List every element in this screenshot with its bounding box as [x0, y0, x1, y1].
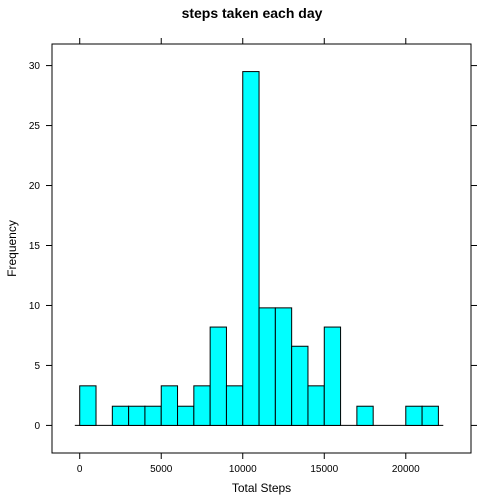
x-tick-label: 10000 — [229, 464, 257, 475]
y-tick-label: 5 — [34, 361, 40, 372]
histogram-bar — [258, 307, 276, 426]
plot-frame — [51, 43, 472, 454]
x-axis-label: Total Steps — [232, 481, 291, 495]
y-tick-label: 20 — [29, 181, 41, 192]
y-tick-label: 0 — [34, 421, 40, 432]
histogram-bar — [291, 345, 309, 426]
histogram-bar — [405, 405, 423, 426]
x-tick-label: 0 — [77, 464, 83, 475]
y-tick-label: 30 — [29, 61, 41, 72]
x-axis: 0 5000 10000 15000 20000 — [77, 38, 420, 475]
histogram-bar — [144, 405, 162, 426]
histogram-bar — [274, 307, 293, 426]
histogram-bar — [356, 405, 374, 426]
histogram-bar — [421, 405, 439, 426]
x-tick-label: 5000 — [150, 464, 173, 475]
x-tick-label: 20000 — [392, 464, 420, 475]
histogram-bar — [242, 71, 260, 426]
histogram-bar — [323, 326, 342, 426]
histogram-bar — [209, 326, 227, 426]
histogram-bar — [193, 385, 211, 426]
y-tick-label: 10 — [29, 301, 41, 312]
histogram-bar — [128, 405, 146, 426]
histogram-bar — [111, 405, 130, 426]
histogram-bar — [79, 385, 97, 426]
y-tick-label: 25 — [29, 121, 41, 132]
histogram-bar — [160, 385, 179, 426]
x-tick-label: 15000 — [310, 464, 338, 475]
y-axis: 0 5 10 15 20 25 30 — [29, 61, 477, 432]
histogram-bar — [307, 385, 325, 426]
y-tick-label: 15 — [29, 241, 41, 252]
chart-title: steps taken each day — [182, 5, 323, 21]
histogram-bar — [177, 405, 195, 426]
histogram-bar — [225, 385, 244, 426]
bars-group — [74, 71, 444, 426]
y-axis-label: Frequency — [5, 220, 19, 277]
